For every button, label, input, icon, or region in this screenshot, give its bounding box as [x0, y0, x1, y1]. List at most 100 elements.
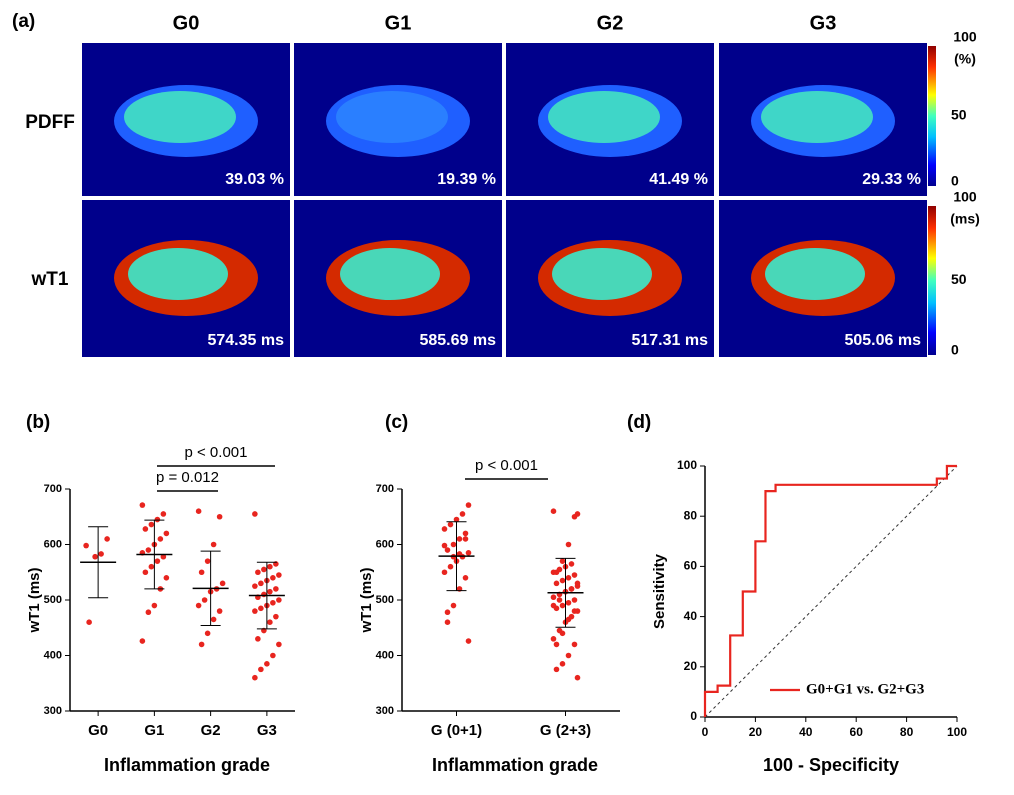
column-label: G3	[810, 12, 837, 34]
x-tick-label: 20	[749, 725, 763, 739]
organ-inner	[124, 91, 236, 143]
colorbar	[928, 46, 936, 186]
data-point	[198, 569, 205, 576]
data-point	[565, 541, 572, 548]
data-point	[273, 613, 279, 620]
y-tick-label: 700	[44, 483, 62, 495]
data-point	[258, 666, 264, 673]
data-point	[148, 563, 155, 570]
data-point	[157, 536, 164, 542]
data-point	[450, 541, 457, 548]
data-point	[453, 516, 460, 523]
colorbar-tick: 100	[953, 29, 977, 45]
data-point	[83, 542, 89, 549]
data-point	[139, 638, 146, 644]
data-point	[198, 641, 205, 648]
x-tick-label: G3	[257, 722, 277, 739]
data-point	[571, 597, 578, 603]
y-tick-label: 80	[684, 508, 698, 522]
colorbar-tick: 50	[951, 271, 967, 287]
data-point	[465, 638, 472, 644]
data-point	[267, 563, 273, 570]
y-tick-label: 600	[376, 538, 394, 550]
data-point	[553, 605, 560, 612]
data-point	[568, 586, 575, 592]
data-point	[104, 536, 110, 542]
data-point	[450, 602, 457, 609]
data-point	[163, 575, 170, 581]
significance-label: p < 0.001	[475, 457, 538, 474]
data-point	[553, 666, 560, 673]
cell-value: 505.06 ms	[844, 332, 921, 349]
data-point	[441, 542, 448, 549]
data-point	[550, 569, 557, 576]
data-point	[556, 627, 563, 634]
data-point	[444, 619, 451, 625]
data-point	[142, 569, 149, 576]
data-point	[574, 674, 581, 681]
data-point	[92, 553, 98, 560]
data-point	[210, 616, 217, 623]
data-point	[559, 661, 566, 667]
data-point	[565, 575, 572, 581]
row-label: PDFF	[25, 112, 75, 133]
y-axis-title: wT1 (ms)	[26, 567, 43, 633]
colorbar-tick: 0	[951, 173, 959, 189]
data-point	[98, 551, 104, 557]
cell-value: 19.39 %	[437, 171, 496, 188]
data-point	[276, 572, 282, 578]
data-point	[459, 511, 466, 517]
data-point	[195, 602, 202, 609]
y-axis-title: wT1 (ms)	[358, 567, 375, 633]
data-point	[160, 553, 167, 560]
data-point	[154, 516, 161, 523]
colorbar-tick: 100	[953, 189, 977, 205]
data-point	[160, 511, 167, 517]
data-point	[210, 541, 217, 548]
x-tick-label: G (0+1)	[431, 722, 482, 739]
data-point	[201, 597, 208, 603]
x-tick-label: G0	[88, 722, 108, 739]
column-label: G2	[597, 12, 624, 34]
x-tick-label: 40	[799, 725, 813, 739]
data-point	[444, 547, 451, 553]
data-point	[565, 599, 572, 606]
data-point	[556, 597, 563, 603]
panel-label: (a)	[12, 11, 35, 32]
legend-label: G0+G1 vs. G2+G3	[806, 681, 924, 697]
organ-inner	[761, 91, 873, 143]
data-point	[447, 563, 454, 570]
x-axis-title: Inflammation grade	[432, 755, 598, 775]
data-point	[151, 602, 158, 609]
data-point	[568, 613, 575, 620]
data-point	[565, 652, 572, 659]
data-point	[270, 599, 276, 606]
data-point	[276, 597, 282, 603]
y-tick-label: 60	[684, 559, 698, 573]
data-point	[148, 521, 155, 528]
data-point	[139, 502, 146, 508]
data-point	[574, 583, 581, 589]
x-tick-label: G (2+3)	[540, 722, 591, 739]
y-axis-title: Sensitivity	[651, 553, 668, 629]
column-label: G1	[385, 12, 412, 34]
colorbar-tick: 50	[951, 107, 967, 123]
colorbar-tick: 0	[951, 342, 959, 358]
data-point	[267, 588, 273, 595]
x-tick-label: 0	[702, 725, 709, 739]
data-point	[264, 661, 270, 667]
significance-label: p < 0.001	[185, 444, 248, 461]
cell-value: 585.69 ms	[419, 332, 496, 349]
organ-inner	[336, 91, 448, 143]
data-point	[258, 580, 264, 587]
data-point	[252, 511, 258, 517]
data-point	[556, 566, 563, 573]
data-point	[204, 558, 211, 564]
x-axis-title: Inflammation grade	[104, 755, 270, 775]
data-point	[255, 636, 261, 642]
data-point	[216, 513, 223, 520]
data-point	[447, 521, 454, 528]
y-tick-label: 20	[684, 659, 698, 673]
data-point	[559, 558, 566, 564]
